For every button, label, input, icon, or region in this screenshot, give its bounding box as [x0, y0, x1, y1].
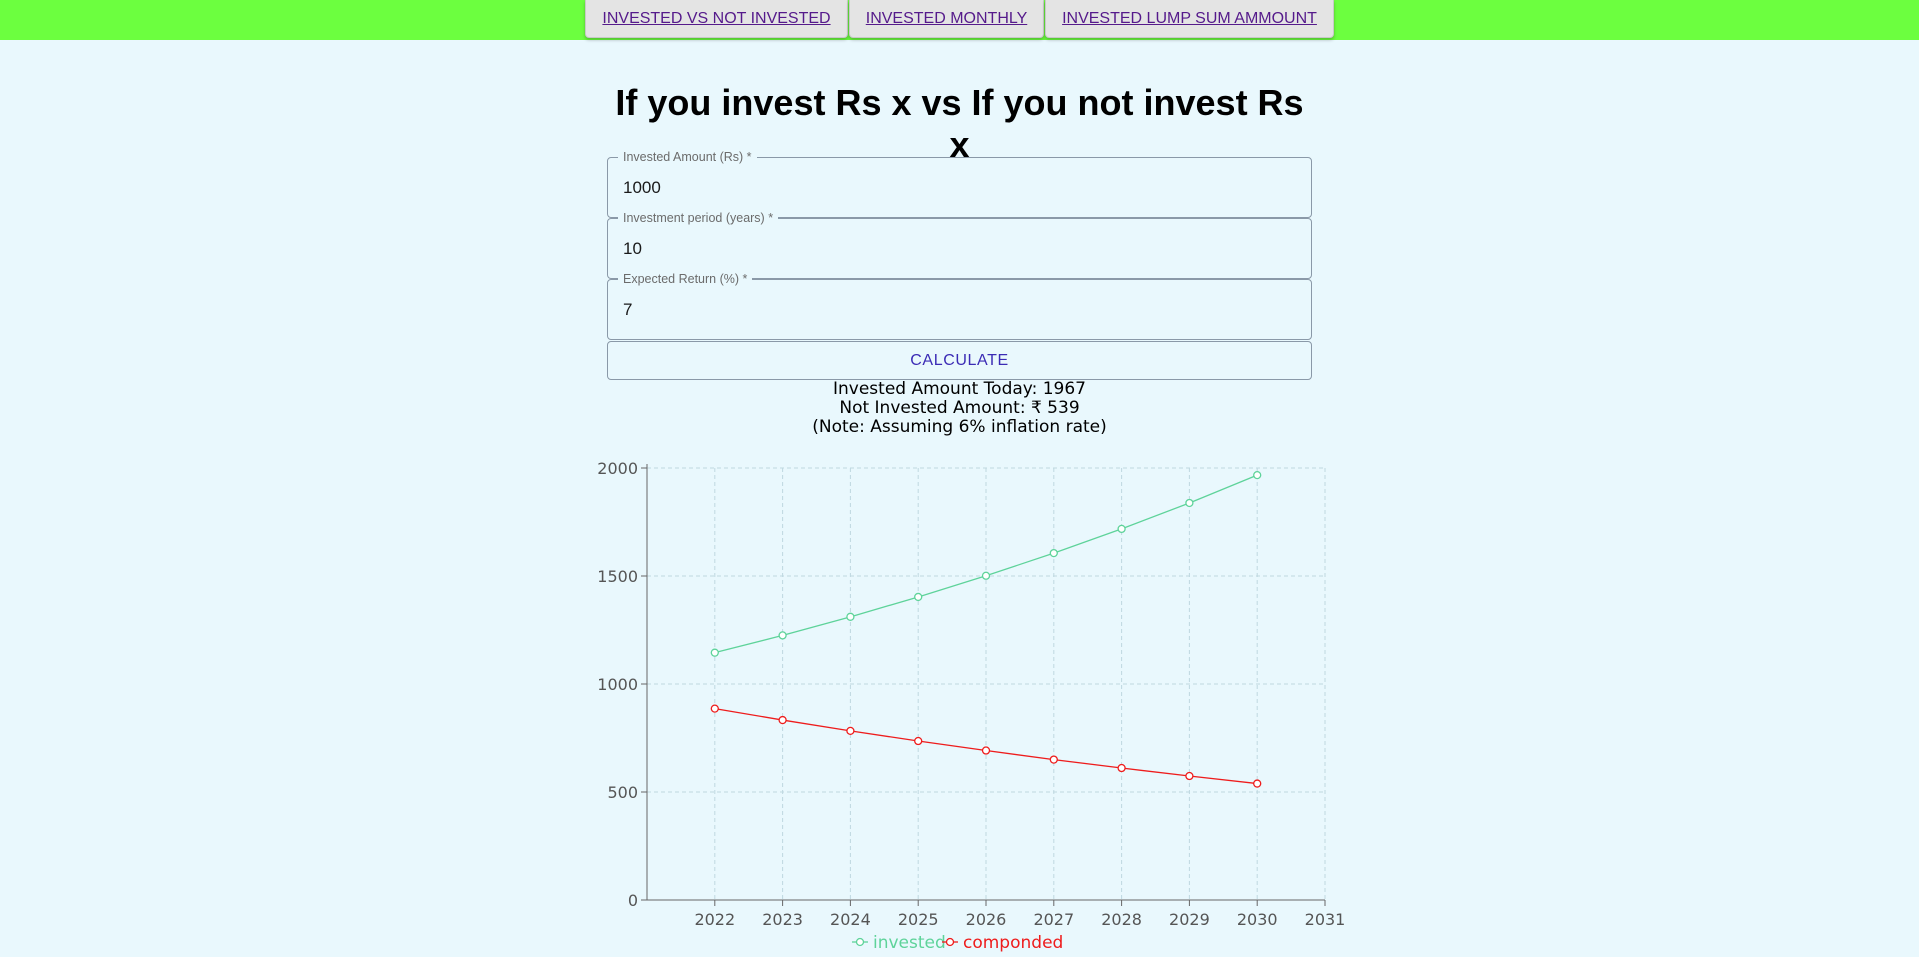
series-line-invested [714, 474, 1258, 654]
x-tick-label: 2026 [966, 910, 1007, 929]
not-invested-amount: Not Invested Amount: ₹ 539 [839, 398, 1080, 418]
tab-invested-monthly[interactable]: INVESTED MONTHLY [849, 0, 1044, 38]
y-tick-label: 1500 [597, 567, 638, 586]
investment-line-chart: 0 500 1000 1500 2000 2022 2023 2024 2025 2026 2027… [597, 460, 1346, 953]
invested-amount-field[interactable]: Invested Amount (Rs) * 1000 [607, 150, 1312, 218]
data-point-invested [778, 631, 787, 640]
x-tick-label: 2023 [762, 910, 803, 929]
expected-return-input[interactable]: 7 [623, 300, 633, 319]
tab-invested-vs-not-invested[interactable]: INVESTED VS NOT INVESTED [585, 0, 848, 38]
investment-period-input[interactable]: 10 [623, 239, 642, 258]
y-tick-label: 0 [628, 891, 638, 910]
page-title: If you invest Rs x vs If you not invest … [615, 82, 1304, 165]
legend-swatch-marker-invested [855, 937, 865, 947]
x-tick-label: 2027 [1033, 910, 1074, 929]
data-point-invested [1049, 548, 1058, 558]
data-point-invested [981, 571, 991, 580]
inflation-note: (Note: Assuming 6% inflation rate) [812, 417, 1107, 437]
data-point-invested [710, 648, 719, 657]
data-point-componded [1185, 771, 1194, 781]
legend-label-componded: componded [963, 933, 1063, 953]
investment-period-field[interactable]: Investment period (years) * 10 [607, 211, 1312, 279]
data-point-componded [981, 746, 991, 755]
y-tick-label: 500 [607, 783, 638, 802]
invested-amount-today: Invested Amount Today: 1967 [832, 379, 1087, 399]
legend-label-invested: invested [873, 933, 946, 953]
data-point-componded [846, 726, 855, 736]
x-tick-label: 2024 [830, 910, 871, 929]
y-tick-label: 1000 [597, 675, 638, 694]
data-point-invested [1253, 470, 1262, 480]
invested-amount-input[interactable]: 1000 [623, 178, 661, 197]
data-point-componded [1117, 763, 1126, 773]
tab-invested-lump-sum[interactable]: INVESTED LUMP SUM AMMOUNT [1045, 0, 1334, 38]
x-tick-label: 2025 [898, 910, 939, 929]
x-tick-label: 2029 [1169, 910, 1210, 929]
legend-swatch-marker-componded [945, 937, 955, 947]
data-point-invested [1117, 524, 1126, 534]
calculate-button[interactable]: CALCULATE [607, 341, 1312, 380]
x-tick-label: 2028 [1101, 910, 1142, 929]
expected-return-field[interactable]: Expected Return (%) * 7 [607, 272, 1312, 340]
invested-amount-label: Invested Amount (Rs) * [618, 150, 757, 165]
data-point-componded [778, 715, 787, 725]
investment-period-label: Investment period (years) * [618, 211, 779, 226]
data-point-componded [710, 704, 719, 713]
data-point-invested [1185, 498, 1194, 508]
data-point-componded [1049, 755, 1058, 764]
expected-return-label: Expected Return (%) * [618, 272, 753, 287]
x-tick-label: 2030 [1237, 910, 1278, 929]
data-point-invested [914, 592, 923, 602]
data-point-invested [846, 612, 855, 621]
data-point-componded [914, 736, 923, 746]
x-tick-label: 2031 [1305, 910, 1346, 929]
data-point-componded [1253, 779, 1262, 788]
y-tick-label: 2000 [597, 460, 638, 478]
x-tick-label: 2022 [694, 910, 735, 929]
